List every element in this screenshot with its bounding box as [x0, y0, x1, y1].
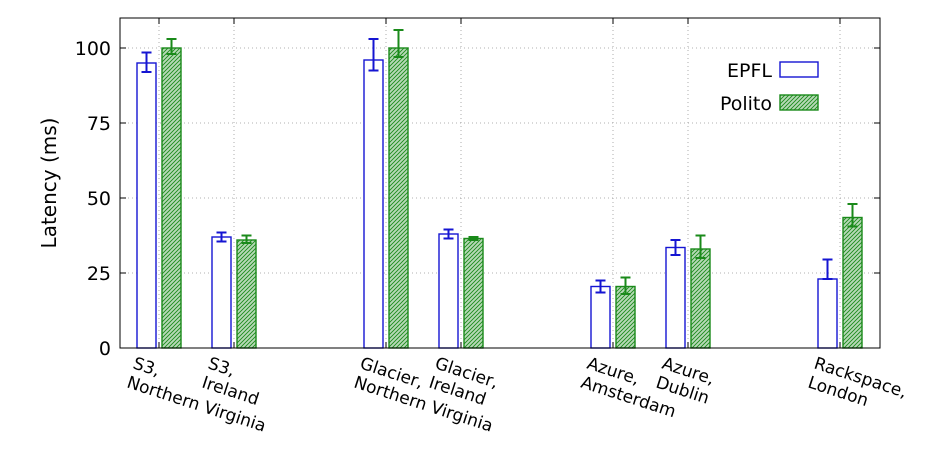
bar-polito-2 — [388, 47, 409, 349]
bar-epfl-4 — [590, 285, 611, 349]
bar-epfl-5 — [665, 246, 686, 349]
legend-swatch-polito — [779, 94, 819, 111]
y-tick-label: 0 — [99, 338, 111, 360]
bar-polito-5 — [690, 248, 711, 349]
bar-epfl-3 — [438, 233, 459, 349]
y-tick-label: 25 — [87, 263, 111, 285]
bar-polito-0 — [161, 47, 182, 349]
legend-swatch-epfl — [779, 61, 819, 78]
bar-polito-6 — [842, 216, 863, 349]
y-tick-label: 100 — [75, 38, 111, 60]
plot-frame — [119, 17, 881, 349]
grid — [120, 18, 880, 348]
bar-epfl-6 — [817, 278, 838, 349]
bar-epfl-2 — [363, 59, 384, 349]
axes — [119, 17, 881, 349]
y-tick-label: 50 — [87, 188, 111, 210]
bar-polito-4 — [615, 285, 636, 349]
bar-epfl-0 — [136, 62, 157, 349]
x-category-label: Rackspace,London — [805, 354, 909, 411]
legend-label-epfl: EPFL — [727, 60, 772, 82]
legend: EPFL Polito — [720, 60, 819, 115]
y-axis-label: Latency (ms) — [37, 118, 61, 249]
bars — [136, 29, 863, 349]
bar-polito-3 — [463, 237, 484, 349]
legend-label-polito: Polito — [720, 93, 772, 115]
y-tick-label: 75 — [87, 113, 111, 135]
bar-polito-1 — [236, 239, 257, 349]
bar-epfl-1 — [211, 236, 232, 349]
